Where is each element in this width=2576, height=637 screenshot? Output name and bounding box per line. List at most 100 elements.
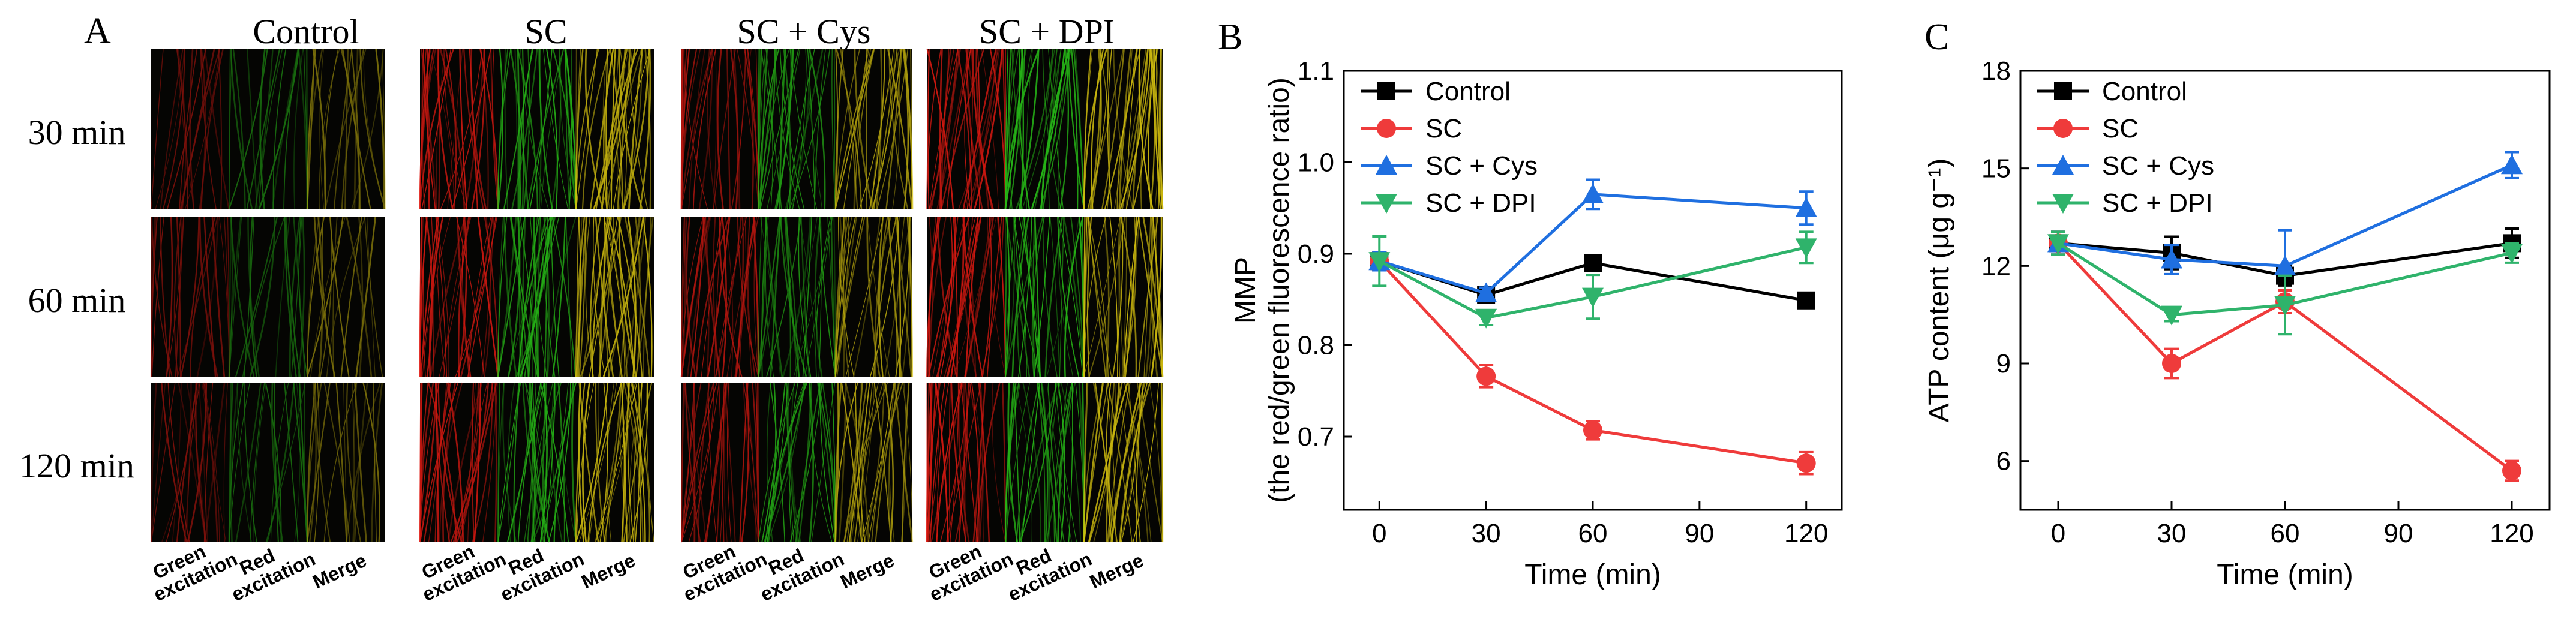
fibre-strand [866,49,867,209]
micrograph-channel-merge [834,382,914,543]
micrograph-tile-control-3 [150,382,385,543]
fibre-strand [992,382,1006,543]
fibre-strand [1125,49,1149,209]
fibre-strand [795,382,821,543]
fibre-strand [266,382,295,543]
fibre-strand [461,217,472,377]
fibre-strand [306,49,317,209]
fibre-strand [235,217,278,377]
fibre-strand [704,217,710,377]
series-line [1379,245,1807,320]
fibre-strand [275,217,290,377]
fibre-strand [247,217,260,377]
fibre-strand [195,382,208,543]
y-tick-label: 0.8 [1298,331,1334,360]
fibre-strand [1063,217,1085,377]
fibre-strand [854,49,873,209]
fibre-strand [550,217,560,377]
fibre-strand [927,49,930,209]
fibre-strand [163,49,185,209]
fibre-strand [497,49,504,209]
fibre-strand [218,49,223,209]
fibre-strand [340,217,362,377]
fibre-strand [1015,382,1032,543]
fibre-strand [422,217,427,377]
fibre-strand [371,382,383,543]
fibre-strand [224,217,230,377]
data-point [2274,296,2296,316]
fibre-strand [1037,382,1058,543]
fibre-strand [497,382,501,543]
micrograph-tile-control-1 [151,49,386,209]
fibre-strand [804,217,833,377]
micrograph-tile-sc-dpi-3 [926,382,1164,543]
fibre-strand [346,217,373,377]
fibre-strand [1152,217,1164,377]
fibre-strand [306,382,331,543]
fibre-strand [186,382,206,543]
fibre-strand [456,217,485,377]
fibre-strand [440,49,483,209]
fibre-strand [324,49,339,209]
fibre-strand [229,217,233,377]
x-tick-label: 90 [2384,519,2413,548]
fibre-strand [1113,49,1134,209]
fibre-strand [786,382,795,543]
fibre-strand [543,217,550,377]
series-sc-dpi [2047,230,2523,336]
fibre-strand [538,217,541,377]
fibre-strand [1022,382,1042,543]
data-point [1795,238,1817,259]
fibre-strand [571,382,577,543]
series-line [1379,193,1806,295]
fibre-strand [834,217,863,377]
data-point [2047,234,2069,254]
fibre-strand [332,217,338,377]
fibre-strand [202,382,227,543]
micrograph-channel-red [419,217,499,377]
series-line [2058,241,2512,278]
fibre-strand [1136,382,1163,543]
fibre-strand [873,382,892,543]
fibre-strand [594,382,622,543]
fibre-strand [341,49,365,209]
micrograph-background [151,383,385,542]
fibre-strand [761,382,786,543]
fibre-strand [522,49,524,209]
fibre-strand [1041,49,1055,209]
fibre-strand [1008,49,1013,209]
fibre-strand [807,49,815,209]
fibre-strand [464,49,485,209]
fibre-strand [176,382,198,543]
fibre-strand [953,217,997,377]
fibre-strand [845,217,884,377]
y-axis-label: (the red/green fluorescence ratio) [1263,77,1295,503]
fibre-strand [1005,217,1016,377]
fibre-strand [1124,217,1137,377]
fibre-strand [1050,217,1060,377]
fibre-strand [445,49,457,209]
fibre-strand [873,49,898,209]
fibre-strand [843,49,869,209]
fibre-strand [758,49,780,209]
fibre-strand [854,49,875,209]
fibre-strand [1119,382,1151,543]
fibre-strand [323,382,350,543]
fibre-strand [519,49,534,209]
fibre-strand [1101,49,1125,209]
fibre-strand [1046,382,1073,543]
fibre-strand [565,217,573,377]
fibre-strand [884,382,894,543]
fibre-strand [576,217,580,377]
fibre-strand [346,382,362,543]
y-tick-label: 18 [1981,56,2011,86]
fibre-strand [975,382,1001,543]
fibre-strand [621,382,631,543]
fibre-strand [306,382,316,543]
fibre-strand [1037,382,1046,543]
fibre-strand [575,49,581,209]
fibre-strand [758,217,762,377]
fibre-strand [1083,382,1104,543]
fibre-strand [342,49,371,209]
fibre-strand [203,382,226,543]
